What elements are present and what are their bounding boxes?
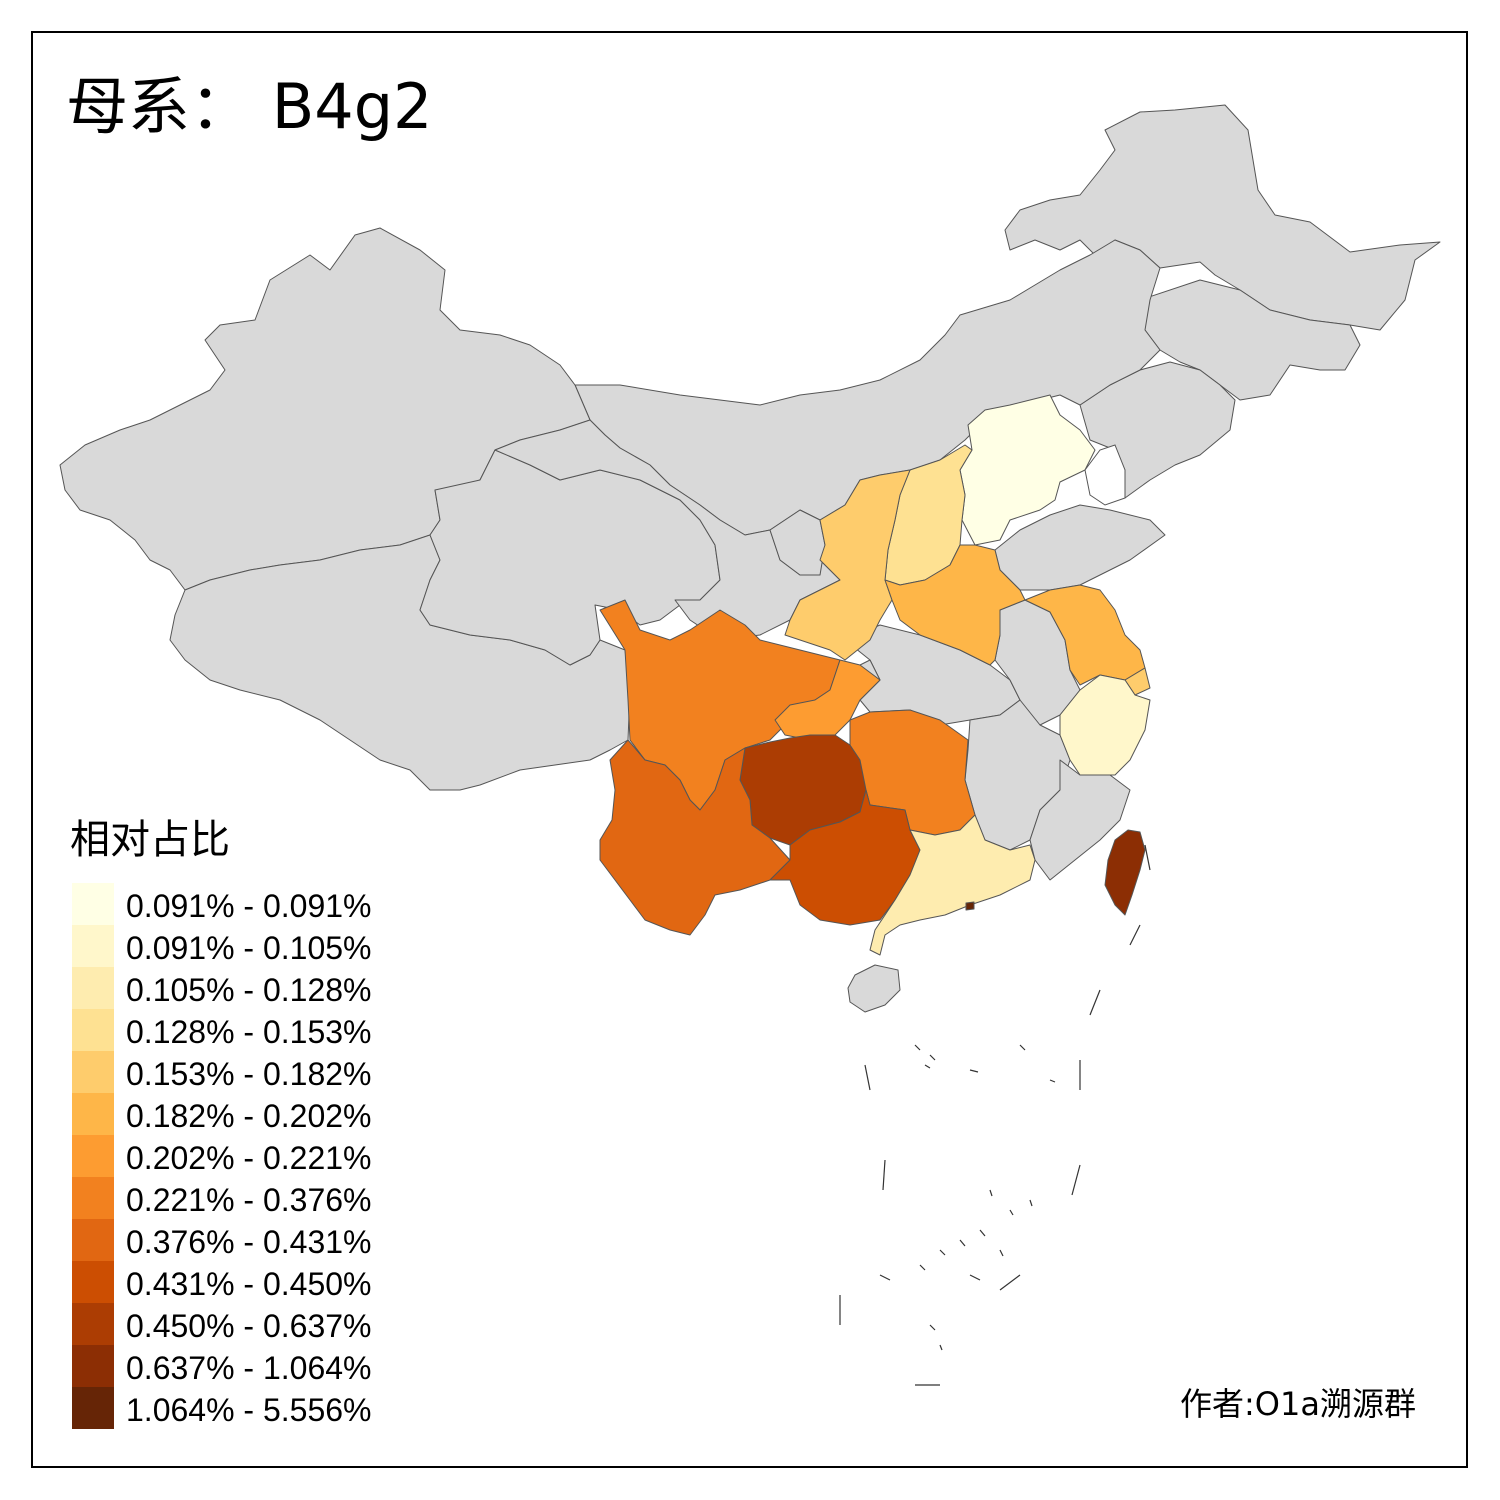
legend-swatch: [72, 1303, 114, 1345]
legend-label: 0.221% - 0.376%: [126, 1182, 372, 1218]
legend-item: 0.091% - 0.091%: [72, 883, 412, 925]
legend-swatch: [72, 1135, 114, 1177]
legend-item: 0.128% - 0.153%: [72, 1009, 412, 1051]
legend-item: 0.105% - 0.128%: [72, 967, 412, 1009]
bohai-sea: [1084, 444, 1126, 506]
region-shaanxi: [784, 469, 911, 661]
legend-swatch: [72, 1177, 114, 1219]
legend-title: 相对占比: [70, 817, 230, 863]
legend-label: 0.202% - 0.221%: [126, 1140, 372, 1176]
south-china-sea-islands: [839, 844, 1151, 1386]
region-hong-kong-macau: [965, 901, 975, 911]
region-guangdong: [869, 814, 1036, 956]
region-henan: [884, 544, 1026, 666]
legend-label: 0.450% - 0.637%: [126, 1308, 372, 1344]
legend-label: 0.105% - 0.128%: [126, 972, 372, 1008]
legend-item: 0.637% - 1.064%: [72, 1345, 412, 1387]
region-hainan: [847, 964, 901, 1013]
legend-label: 0.091% - 0.091%: [126, 888, 372, 924]
legend-swatch: [72, 1345, 114, 1387]
region-zhejiang: [1059, 674, 1151, 776]
legend-label: 0.128% - 0.153%: [126, 1014, 372, 1050]
legend-item: 0.182% - 0.202%: [72, 1093, 412, 1135]
legend-swatch: [72, 883, 114, 925]
legend-item: 0.450% - 0.637%: [72, 1303, 412, 1345]
legend-swatch: [72, 1009, 114, 1051]
legend-item: 0.221% - 0.376%: [72, 1177, 412, 1219]
legend-item: 0.376% - 0.431%: [72, 1219, 412, 1261]
region-jilin: [1139, 279, 1361, 401]
legend-swatch: [72, 925, 114, 967]
legend-item: 0.431% - 0.450%: [72, 1261, 412, 1303]
legend-swatch: [72, 1387, 114, 1429]
legend-swatch: [72, 967, 114, 1009]
map-frame: [31, 31, 1468, 1468]
region-shandong: [994, 504, 1166, 591]
legend-item: 0.202% - 0.221%: [72, 1135, 412, 1177]
legend-label: 1.064% - 5.556%: [126, 1392, 372, 1428]
legend: 0.091% - 0.091% 0.091% - 0.105% 0.105% - 0…: [72, 883, 412, 1429]
legend-label: 0.431% - 0.450%: [126, 1266, 372, 1302]
legend-label: 0.182% - 0.202%: [126, 1098, 372, 1134]
legend-item: 0.091% - 0.105%: [72, 925, 412, 967]
legend-label: 0.153% - 0.182%: [126, 1056, 372, 1092]
legend-swatch: [72, 1093, 114, 1135]
legend-label: 0.376% - 0.431%: [126, 1224, 372, 1260]
legend-label: 0.637% - 1.064%: [126, 1350, 372, 1386]
legend-swatch: [72, 1261, 114, 1303]
legend-label: 0.091% - 0.105%: [126, 930, 372, 966]
author-credit: 作者:O1a溯源群: [1180, 1385, 1416, 1423]
map-title: 母系： B4g2: [66, 70, 433, 143]
legend-item: 1.064% - 5.556%: [72, 1387, 412, 1429]
legend-swatch: [72, 1219, 114, 1261]
legend-swatch: [72, 1051, 114, 1093]
legend-item: 0.153% - 0.182%: [72, 1051, 412, 1093]
region-taiwan: [1104, 829, 1146, 916]
